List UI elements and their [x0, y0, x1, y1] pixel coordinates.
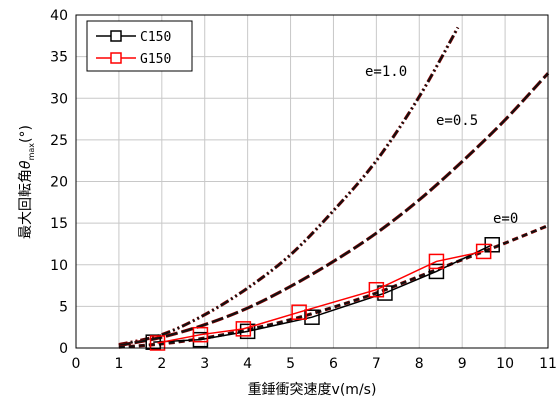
x-axis-label: 重錘衝突速度v(m/s) — [248, 381, 377, 398]
y-tick-label: 15 — [50, 216, 68, 232]
curve-label: e=1.0 — [365, 64, 407, 80]
y-axis-label-main: 最大回転角 — [18, 169, 34, 239]
grid — [76, 15, 548, 348]
x-tick-label: 8 — [415, 356, 424, 372]
theory-curve — [118, 26, 459, 346]
y-tick-label: 5 — [59, 299, 68, 315]
curve-label: e=0 — [493, 211, 518, 227]
series-line — [153, 244, 493, 343]
y-axis-label-unit: (°) — [18, 125, 34, 143]
data-point — [475, 243, 492, 260]
y-tick-label: 0 — [59, 341, 68, 357]
legend-box — [86, 20, 193, 72]
data-point — [239, 323, 256, 340]
y-tick-label: 35 — [50, 50, 68, 66]
data-point — [291, 304, 307, 320]
x-axis-ticks: 0 1 2 3 4 5 6 7 8 9 10 11 — [72, 356, 557, 372]
data-point — [428, 253, 445, 270]
x-tick-label: 11 — [539, 356, 557, 372]
x-tick-label: 2 — [157, 356, 166, 372]
y-axis-ticks: 0 5 10 15 20 25 30 35 40 — [50, 8, 68, 357]
theory-curve — [118, 72, 549, 347]
legend: C150 G150 — [86, 20, 193, 72]
legend-marker-c150 — [110, 30, 122, 42]
y-tick-label: 10 — [50, 258, 68, 274]
series-line — [157, 250, 484, 344]
x-tick-label: 0 — [72, 356, 81, 372]
x-tick-label: 5 — [286, 356, 295, 372]
data-point — [368, 281, 385, 298]
x-tick-label: 9 — [458, 356, 467, 372]
svg-text:最大回転角θmax(°): 最大回転角θmax(°) — [18, 125, 36, 239]
x-tick-label: 1 — [114, 356, 123, 372]
y-axis-label-sub: max — [27, 143, 36, 161]
data-series — [145, 237, 500, 351]
legend-marker-g150 — [110, 52, 122, 64]
data-point — [304, 309, 320, 325]
x-tick-label: 4 — [243, 356, 252, 372]
series-c150 — [145, 237, 500, 350]
legend-label-c150: C150 — [140, 30, 171, 45]
series-g150 — [149, 243, 492, 351]
y-tick-label: 25 — [50, 133, 68, 149]
curve-label: e=0.5 — [436, 113, 478, 129]
data-point — [235, 321, 252, 337]
data-point — [428, 263, 445, 280]
y-tick-label: 30 — [50, 91, 68, 107]
y-axis-label: 最大回転角θmax(°) — [18, 125, 36, 239]
curve-annotations: e=1.0 e=0.5 e=0 — [365, 64, 518, 227]
y-axis-label-symbol: θ — [18, 160, 34, 169]
legend-label-g150: G150 — [140, 52, 171, 67]
y-tick-label: 40 — [50, 8, 68, 24]
y-tick-label: 20 — [50, 175, 68, 191]
data-point — [192, 326, 209, 343]
x-tick-label: 6 — [329, 356, 338, 372]
x-tick-label: 3 — [200, 356, 209, 372]
x-tick-label: 10 — [496, 356, 514, 372]
x-tick-label: 7 — [372, 356, 381, 372]
data-point — [149, 335, 166, 351]
plot-frame — [75, 14, 549, 349]
